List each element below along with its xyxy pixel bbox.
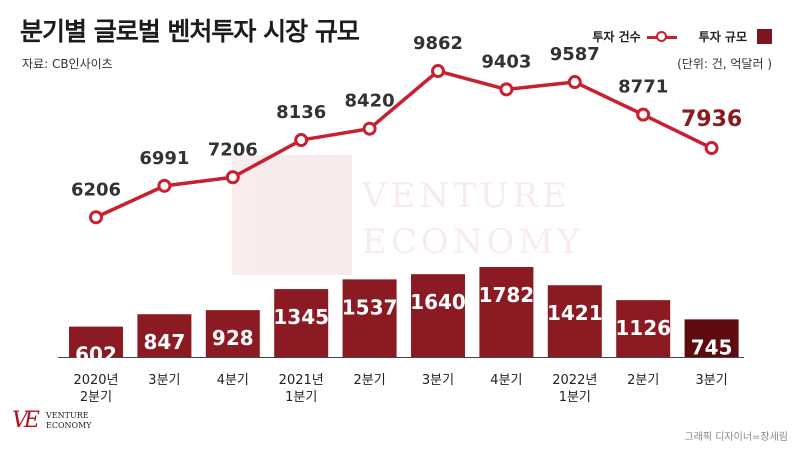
count-point-1 [157, 178, 172, 193]
x-tick-label-7-1: 1분기 [559, 390, 591, 405]
count-value-label-9: 7936 [681, 107, 742, 132]
venture-economy-logo: VE VENTURE ECONOMY [12, 408, 92, 433]
chart-source: 자료: CB인사이츠 [22, 57, 113, 71]
count-point-8 [636, 107, 651, 122]
bar-8 [616, 300, 671, 357]
count-point-5 [431, 64, 445, 79]
count-point-7 [567, 75, 582, 90]
x-tick-label-3-1: 1분기 [285, 390, 317, 405]
bar-7 [547, 285, 602, 357]
x-tick-label-3-0: 2021년 [279, 373, 324, 388]
logo-mark: VE [12, 408, 40, 433]
bar-value-label-6: 1782 [479, 283, 535, 307]
bar-5 [411, 274, 465, 357]
x-tick-label-0-1: 2분기 [80, 390, 112, 405]
bar-value-label-2: 928 [212, 326, 254, 350]
x-tick-label-6-0: 4분기 [490, 373, 522, 388]
logo-words: VENTURE ECONOMY [46, 411, 92, 431]
bar-value-label-7: 1421 [547, 301, 603, 325]
legend-bar-label: 투자 규모 [698, 30, 747, 44]
count-point-0 [89, 210, 103, 225]
bar-0 [69, 326, 123, 357]
count-point-6 [499, 82, 514, 97]
bar-value-label-3: 1345 [273, 305, 329, 329]
count-point-4 [362, 121, 377, 136]
count-value-label-8: 8771 [618, 77, 668, 98]
bar-value-label-9: 745 [691, 335, 733, 359]
x-tick-label-7-0: 2022년 [552, 373, 597, 388]
bar-value-label-0: 602 [75, 343, 117, 367]
count-point-9 [704, 141, 719, 156]
bar-3 [274, 289, 329, 357]
bar-value-label-1: 847 [144, 330, 186, 354]
count-value-label-1: 6991 [139, 148, 189, 169]
x-tick-label-2-0: 4분기 [217, 373, 249, 388]
legend-line-label: 투자 건수 [592, 30, 641, 44]
count-value-label-6: 9403 [481, 51, 531, 72]
bar-value-label-4: 1537 [342, 295, 398, 319]
x-tick-label-9-0: 3분기 [695, 373, 727, 388]
bar-2 [205, 310, 260, 357]
count-value-label-2: 7206 [208, 139, 258, 160]
bar-value-label-5: 1640 [410, 290, 466, 314]
count-value-label-3: 8136 [276, 102, 326, 123]
bar-1 [137, 314, 192, 357]
count-point-3 [294, 133, 309, 148]
bar-9 [684, 319, 739, 357]
unit-note: (단위: 건, 억달러 ) [677, 57, 772, 71]
legend-line-swatch-icon [646, 30, 677, 43]
x-tick-label-0-0: 2020년 [73, 373, 118, 388]
bar-4 [342, 279, 397, 357]
graphic-credit: 그래픽 디자이너=장세림 [684, 432, 788, 443]
x-tick-label-1-0: 3분기 [148, 373, 180, 388]
legend-bar-swatch-icon [757, 29, 772, 44]
bar-6 [479, 267, 534, 357]
x-tick-label-8-0: 2분기 [627, 373, 659, 388]
count-value-label-7: 9587 [550, 44, 600, 65]
count-series-line [95, 69, 713, 219]
count-value-label-5: 9862 [413, 33, 463, 54]
logo-line2: ECONOMY [46, 420, 92, 430]
chart-legend: 투자 건수 투자 규모 [592, 28, 772, 45]
count-value-label-4: 8420 [345, 91, 395, 112]
bar-value-label-8: 1126 [615, 316, 671, 340]
x-tick-label-5-0: 3분기 [422, 373, 454, 388]
count-point-2 [225, 170, 240, 185]
x-tick-label-4-0: 2분기 [353, 373, 385, 388]
count-value-label-0: 6206 [71, 179, 121, 200]
logo-line1: VENTURE [46, 410, 89, 420]
chart-title: 분기별 글로벌 벤처투자 시장 규모 [20, 17, 360, 46]
